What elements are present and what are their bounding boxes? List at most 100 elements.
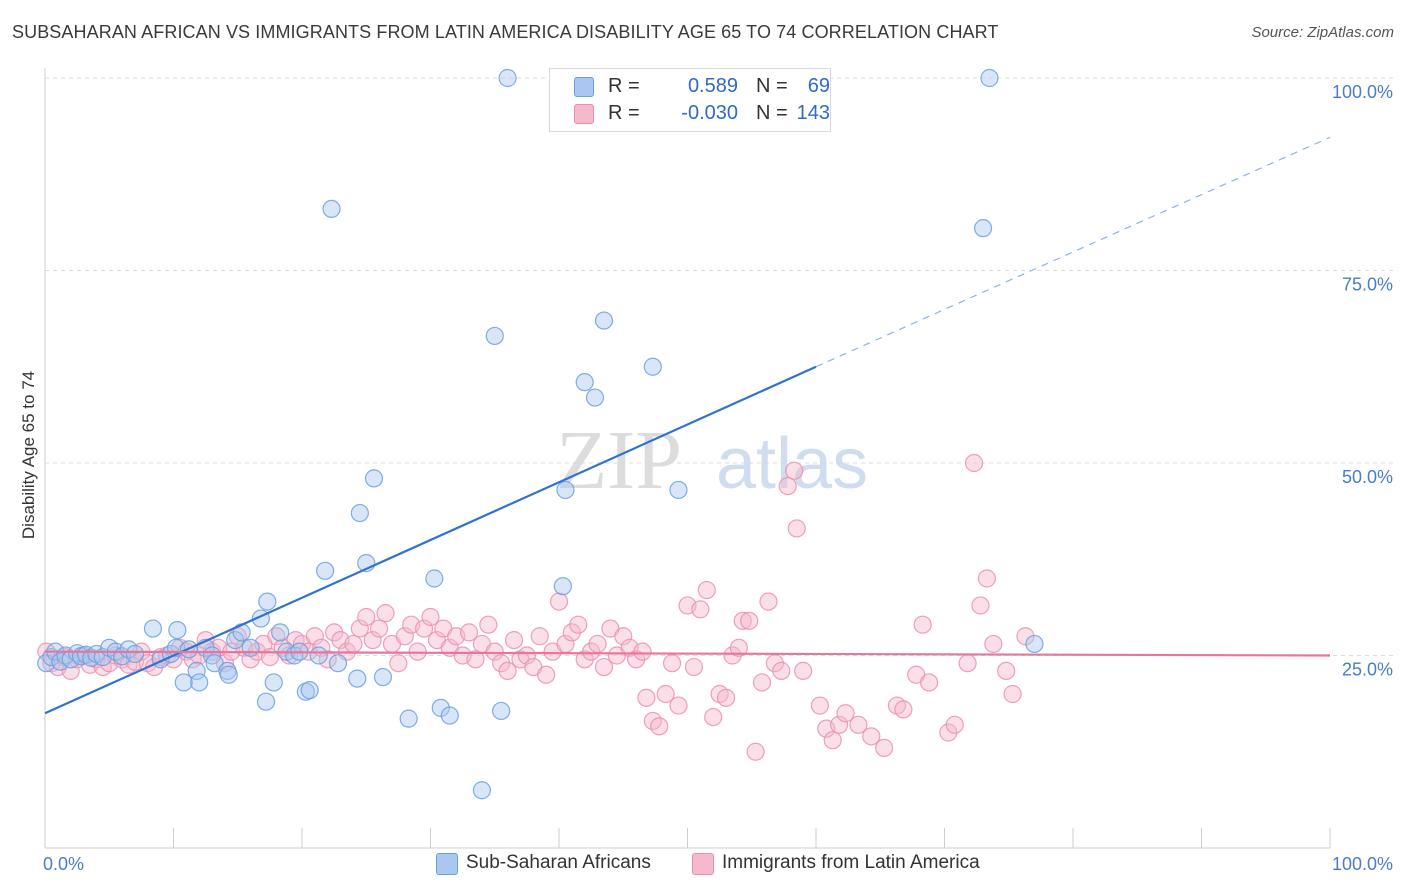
x-tick-label: 0.0% — [43, 854, 84, 874]
legend-r-value: 0.589 — [687, 75, 738, 97]
subsaharan-point — [485, 326, 504, 346]
subsaharan-point — [973, 219, 993, 238]
tick-labels: 25.0% 50.0% 75.0% 100.0% 0.0% 100.0% — [43, 82, 1393, 874]
latin-america-point — [504, 630, 524, 650]
legend-swatch-blue — [436, 853, 458, 875]
latin-america-point — [772, 661, 791, 681]
latin-america-point — [823, 731, 842, 750]
latin-america-point — [517, 646, 536, 665]
subsaharan-point — [643, 357, 662, 376]
latin-america-point — [836, 704, 855, 723]
subsaharan-point — [322, 199, 341, 218]
latin-america-point — [759, 592, 778, 611]
y-tick-label: 100.0% — [1332, 82, 1393, 102]
latin-america-point — [971, 596, 990, 615]
latin-america-point — [794, 661, 813, 681]
latin-america-point — [395, 627, 414, 646]
subsaharan-point — [143, 619, 163, 638]
latin-america-point — [459, 623, 479, 642]
latin-america-point — [305, 627, 324, 646]
legend-n-value: 69 — [807, 75, 830, 97]
latin-america-point — [785, 461, 804, 480]
latin-america-point — [669, 696, 688, 715]
grid-lines — [45, 77, 1394, 656]
latin-america-point — [810, 696, 829, 715]
subsaharan-point — [264, 673, 283, 692]
subsaharan-point — [585, 388, 605, 407]
subsaharan-point — [219, 665, 238, 684]
legend-n-value: 143 — [796, 102, 830, 124]
legend-label: Sub-Saharan Africans — [466, 852, 651, 873]
subsaharan-point — [669, 480, 688, 500]
subsaharan-point — [190, 673, 209, 692]
legend-r-label: R = — [608, 75, 640, 97]
legend-n-label: N = — [756, 75, 788, 97]
latin-america-point — [498, 661, 517, 681]
latin-america-trend-line — [44, 650, 1331, 657]
latin-america-point — [913, 615, 932, 634]
subsaharan-point — [399, 709, 418, 728]
legend-swatch-pink — [574, 104, 594, 124]
latin-america-point — [537, 665, 556, 684]
subsaharan-point — [575, 373, 594, 392]
latin-america-point — [530, 627, 549, 646]
series-latin-america — [37, 453, 1035, 761]
subsaharan-point — [364, 469, 384, 488]
subsaharan-point — [309, 646, 328, 665]
latin-america-point — [370, 619, 389, 638]
latin-america-point — [945, 715, 964, 734]
latin-america-point — [485, 642, 504, 661]
subsaharan-point — [271, 623, 290, 642]
latin-america-point — [778, 477, 797, 496]
latin-america-point — [344, 634, 363, 654]
latin-america-point — [830, 715, 849, 734]
latin-america-point — [964, 453, 984, 473]
subsaharan-trend-line — [44, 365, 817, 715]
subsaharan-point — [498, 68, 517, 88]
series-subsaharan — [37, 68, 1044, 800]
subsaharan-trend-extension — [815, 136, 1331, 368]
latin-america-point — [376, 604, 395, 623]
latin-america-point — [787, 519, 806, 538]
subsaharan-point — [373, 667, 393, 687]
latin-america-point — [691, 600, 710, 619]
latin-america-point — [977, 569, 997, 588]
x-tick-label: 100.0% — [1332, 854, 1393, 874]
latin-america-point — [414, 619, 434, 638]
trend-lines — [44, 136, 1331, 715]
latin-america-point — [357, 607, 376, 627]
subsaharan-point — [174, 673, 193, 692]
legend-swatch-blue — [574, 77, 594, 97]
latin-america-point — [697, 580, 716, 600]
subsaharan-point — [125, 644, 145, 664]
latin-america-point — [588, 634, 607, 654]
latin-america-point — [569, 615, 588, 634]
latin-america-point — [997, 661, 1016, 681]
legend-r-value: -0.030 — [681, 102, 738, 124]
latin-america-point — [849, 715, 868, 734]
y-tick-label: 25.0% — [1342, 660, 1393, 680]
latin-america-point — [875, 738, 894, 758]
latin-america-point — [350, 619, 369, 638]
subsaharan-point — [425, 569, 444, 588]
y-axis-label: Disability Age 65 to 74 — [19, 371, 38, 539]
subsaharan-point — [258, 592, 277, 611]
legend-r-label: R = — [608, 102, 640, 124]
subsaharan-point — [492, 701, 511, 721]
legend-label: Immigrants from Latin America — [722, 852, 980, 873]
stats-legend: R = 0.589 N = 69 R = -0.030 N = 143 — [549, 68, 831, 132]
subsaharan-point — [472, 781, 491, 800]
latin-america-point — [479, 615, 498, 634]
latin-america-point — [716, 688, 736, 707]
latin-america-point — [650, 717, 669, 736]
legend-n-label: N = — [756, 102, 788, 124]
subsaharan-point — [348, 669, 367, 688]
latin-america-point — [421, 607, 440, 627]
watermark: ZIP atlas — [556, 414, 868, 507]
latin-america-point — [684, 657, 704, 677]
latin-america-point — [1003, 684, 1022, 704]
latin-america-point — [958, 654, 977, 673]
chart-title: SUBSAHARAN AFRICAN VS IMMIGRANTS FROM LA… — [12, 22, 999, 42]
latin-america-point — [752, 673, 772, 692]
